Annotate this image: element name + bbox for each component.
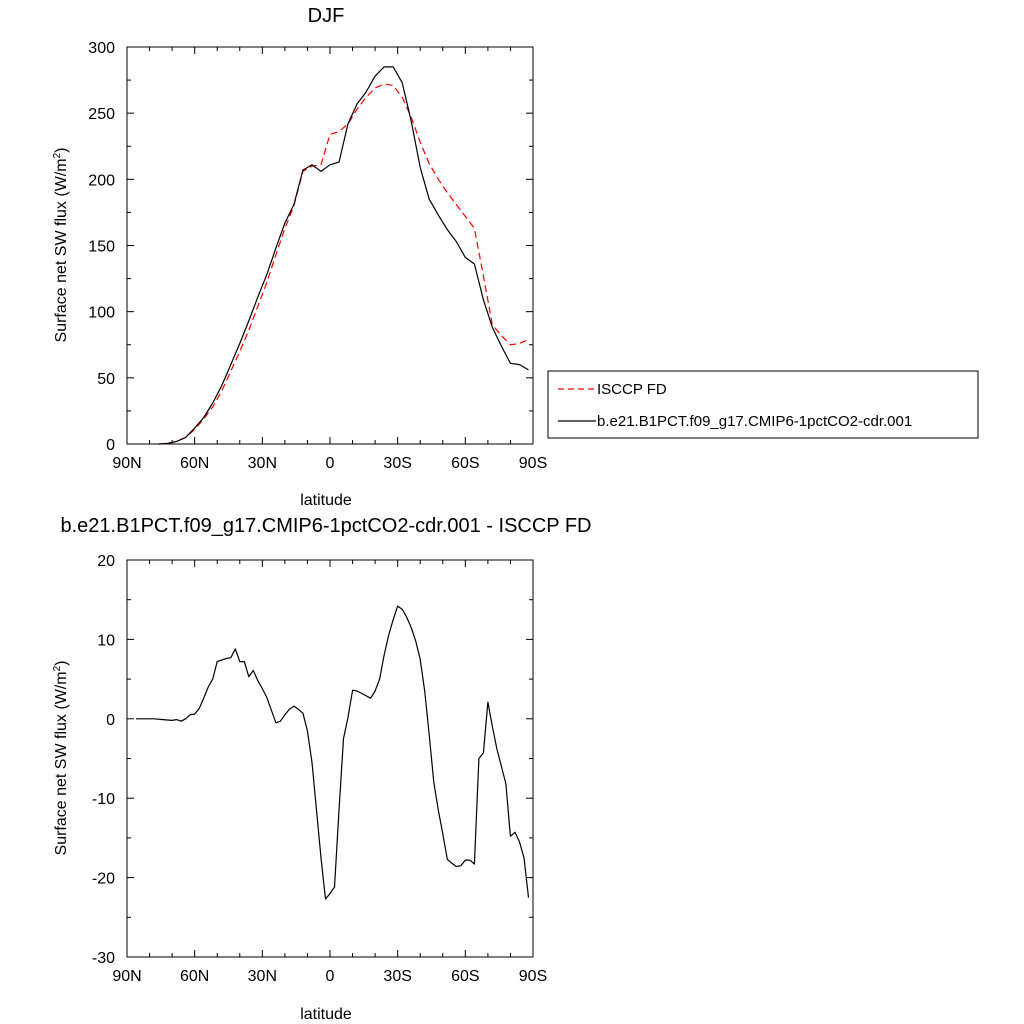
top-series-line-isccp	[158, 83, 529, 445]
top-panel: DJF 90N 60N 30N 0 30S 60S 90S 0 50 100 150 200 250 30…	[52, 5, 547, 509]
top-plot-area: 90N 60N 30N 0 30S 60S 90S 0 50 100 150 200 250 300	[88, 40, 547, 472]
legend-box	[547, 370, 979, 439]
top-x-tick-label: 90N	[112, 455, 141, 472]
top-x-tick-label: 60S	[451, 455, 479, 472]
bottom-x-tick-label: 90N	[112, 968, 141, 985]
top-y-axis-label-close: )	[53, 148, 70, 153]
top-x-tick-label: 60N	[180, 455, 209, 472]
bottom-x-tick-label: 60S	[451, 968, 479, 985]
legend-label-isccp: ISCCP FD	[597, 381, 667, 398]
top-y-axis-label: Surface net SW flux (W/m2)	[52, 148, 70, 343]
bottom-plot-frame	[126, 559, 534, 958]
bottom-x-tick-label: 30S	[383, 968, 411, 985]
bottom-y-tick-label: 20	[97, 553, 115, 570]
top-series-line-model	[158, 66, 529, 445]
legend-label-model: b.e21.B1PCT.f09_g17.CMIP6-1pctCO2-cdr.00…	[597, 413, 912, 430]
bottom-plot-area: 90N 60N 30N 0 30S 60S 90S -30 -20 -10 0 10 20	[92, 553, 547, 985]
top-x-tick-label: 30S	[383, 455, 411, 472]
bottom-y-tick-label: 0	[106, 712, 115, 729]
bottom-y-axis-label-main: Surface net SW flux (W/m	[53, 671, 70, 855]
bottom-x-tick-label: 0	[326, 968, 335, 985]
top-y-tick-label: 100	[88, 305, 115, 322]
top-y-tick-label: 50	[97, 371, 115, 388]
bottom-series-line-difference	[136, 605, 530, 900]
top-chart-title: DJF	[308, 5, 345, 27]
bottom-y-axis-label: Surface net SW flux (W/m2)	[52, 661, 70, 856]
top-y-tick-label: 150	[88, 239, 115, 256]
top-y-tick-label: 300	[88, 40, 115, 57]
bottom-x-tick-label: 90S	[519, 968, 547, 985]
top-y-tick-label: 0	[106, 437, 115, 454]
top-y-tick-label: 200	[88, 172, 115, 189]
bottom-y-tick-label: -10	[92, 791, 115, 808]
top-x-tick-label: 90S	[519, 455, 547, 472]
bottom-x-tick-label: 30N	[248, 968, 277, 985]
bottom-y-axis-label-sup: 2	[52, 665, 63, 671]
top-y-tick-label: 250	[88, 106, 115, 123]
top-plot-frame	[126, 46, 534, 445]
top-y-axis-label-main: Surface net SW flux (W/m	[53, 158, 70, 342]
top-x-axis-label: latitude	[300, 492, 352, 509]
bottom-y-tick-label: 10	[97, 632, 115, 649]
legend: ISCCP FD b.e21.B1PCT.f09_g17.CMIP6-1pctC…	[547, 370, 979, 439]
top-x-tick-label: 0	[326, 455, 335, 472]
bottom-chart-title: b.e21.B1PCT.f09_g17.CMIP6-1pctCO2-cdr.00…	[61, 515, 592, 537]
bottom-y-tick-label: -30	[92, 950, 115, 967]
bottom-x-axis-label: latitude	[300, 1006, 352, 1023]
bottom-x-tick-label: 60N	[180, 968, 209, 985]
top-y-axis-label-sup: 2	[52, 152, 63, 158]
bottom-y-tick-label: -20	[92, 871, 115, 888]
bottom-panel: b.e21.B1PCT.f09_g17.CMIP6-1pctCO2-cdr.00…	[52, 515, 592, 1023]
bottom-y-axis-label-close: )	[53, 661, 70, 666]
top-x-tick-label: 30N	[248, 455, 277, 472]
